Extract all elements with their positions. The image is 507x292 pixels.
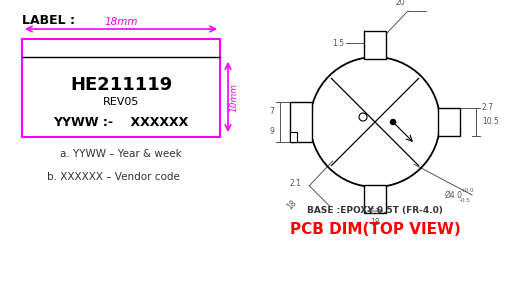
Text: HE211119: HE211119 xyxy=(70,76,172,94)
Bar xyxy=(364,185,386,213)
Bar xyxy=(290,132,297,142)
Text: +0.0: +0.0 xyxy=(460,189,474,194)
Bar xyxy=(438,108,460,136)
Text: 10.5: 10.5 xyxy=(482,117,499,126)
Bar xyxy=(22,39,220,137)
Text: -0.5: -0.5 xyxy=(460,197,471,202)
Text: 2.7: 2.7 xyxy=(482,103,494,112)
Text: 2.1: 2.1 xyxy=(290,179,302,188)
Text: 10mm: 10mm xyxy=(230,83,239,112)
Text: 18mm: 18mm xyxy=(104,17,138,27)
Circle shape xyxy=(390,119,395,124)
Text: 18: 18 xyxy=(370,218,380,227)
Text: REV05: REV05 xyxy=(103,97,139,107)
Text: 1.5: 1.5 xyxy=(332,39,344,48)
Text: 7: 7 xyxy=(269,107,274,117)
Text: 18: 18 xyxy=(285,199,299,211)
Text: PCB DIM(TOP VIEW): PCB DIM(TOP VIEW) xyxy=(289,223,460,237)
Text: 20: 20 xyxy=(395,0,405,7)
Text: 9: 9 xyxy=(269,128,274,136)
Bar xyxy=(364,31,386,59)
Text: Ø4.0: Ø4.0 xyxy=(445,190,463,199)
Bar xyxy=(290,102,312,142)
Text: a. YYWW – Year & week: a. YYWW – Year & week xyxy=(60,149,182,159)
Text: YYWW :-    XXXXXX: YYWW :- XXXXXX xyxy=(53,116,189,128)
Text: BASE :EPOXY 0.5T (FR-4.0): BASE :EPOXY 0.5T (FR-4.0) xyxy=(307,206,443,215)
Text: b. XXXXXX – Vendor code: b. XXXXXX – Vendor code xyxy=(47,172,179,182)
Text: LABEL :: LABEL : xyxy=(22,14,75,27)
